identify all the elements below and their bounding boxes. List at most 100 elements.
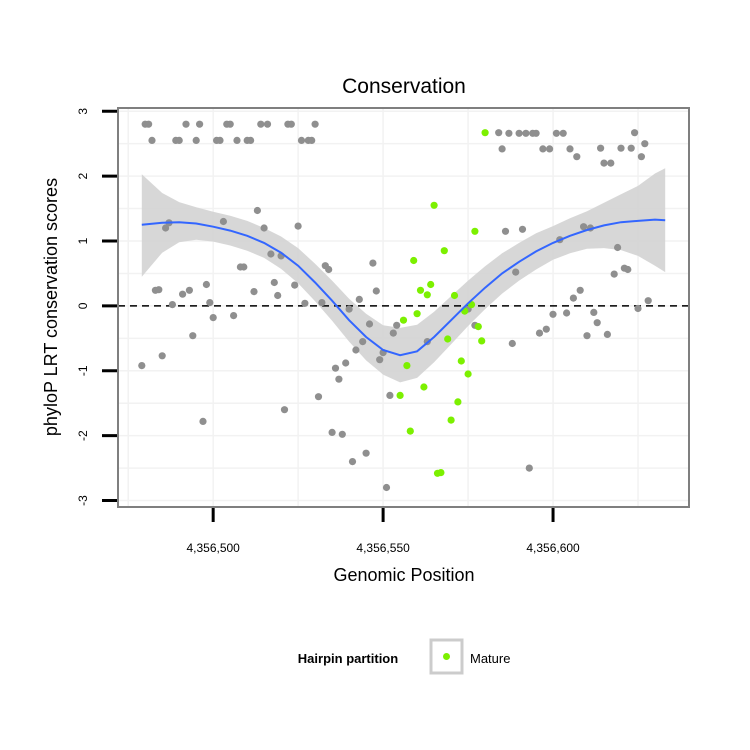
hairpin-point <box>179 290 187 298</box>
hairpin-point <box>573 153 581 161</box>
hairpin-point <box>267 250 275 258</box>
mature-point <box>440 247 448 255</box>
hairpin-point <box>219 217 227 226</box>
y-axis-title: phyloP LRT conservation scores <box>41 178 61 436</box>
hairpin-point <box>393 321 401 329</box>
mature-point <box>403 362 411 370</box>
hairpin-point <box>508 339 516 348</box>
hairpin-point <box>627 144 635 152</box>
hairpin-point <box>376 356 384 364</box>
hairpin-point <box>287 120 295 128</box>
hairpin-point <box>348 458 357 466</box>
hairpin-point <box>512 268 520 276</box>
hairpin-point <box>260 224 268 232</box>
hairpin-point <box>365 320 374 328</box>
hairpin-point <box>362 449 370 457</box>
hairpin-point <box>546 145 554 153</box>
hairpin-point <box>590 308 598 316</box>
mature-point <box>464 370 472 378</box>
hairpin-point <box>247 136 255 144</box>
mature-point <box>396 391 404 399</box>
x-tick-label: 4,356,600 <box>526 541 580 555</box>
panel-border <box>117 107 690 508</box>
y-tick-label: -3 <box>76 495 90 506</box>
y-tick-label: 2 <box>76 172 90 179</box>
hairpin-point <box>257 120 265 128</box>
data-points <box>138 120 652 492</box>
hairpin-point <box>185 286 193 294</box>
chart-title: Conservation <box>342 75 466 98</box>
legend-label-mature: Mature <box>470 651 510 666</box>
x-tick-label: 4,356,500 <box>186 541 240 555</box>
mature-point <box>416 286 425 294</box>
hairpin-point <box>600 159 608 167</box>
hairpin-point <box>637 153 646 161</box>
hairpin-point <box>372 287 380 295</box>
hairpin-point <box>314 393 323 401</box>
mature-point <box>481 129 489 137</box>
hairpin-point <box>382 483 391 492</box>
hairpin-point <box>270 278 278 287</box>
hairpin-point <box>226 120 234 128</box>
hairpin-point <box>230 312 238 320</box>
legend-title: Hairpin partition <box>298 651 398 666</box>
hairpin-point <box>253 206 261 215</box>
hairpin-point <box>216 136 224 144</box>
hairpin-point <box>563 309 571 317</box>
hairpin-point <box>355 295 363 303</box>
y-tick-label: 3 <box>76 108 90 115</box>
mature-point <box>471 227 479 235</box>
hairpin-point <box>199 417 207 425</box>
hairpin-point <box>634 304 642 313</box>
hairpin-point <box>359 338 367 346</box>
hairpin-point <box>233 136 241 144</box>
plot-panel <box>117 107 690 508</box>
hairpin-point <box>386 391 394 399</box>
hairpin-point <box>192 136 200 144</box>
hairpin-point <box>614 243 622 252</box>
hairpin-point <box>155 286 163 294</box>
hairpin-point <box>280 406 289 414</box>
hairpin-point <box>576 286 584 294</box>
confidence-ribbon-layer <box>141 168 666 383</box>
hairpin-point <box>352 346 360 354</box>
x-axis-title: Genomic Position <box>333 565 474 585</box>
hairpin-point <box>641 140 649 148</box>
mature-point <box>430 201 438 209</box>
hairpin-point <box>495 129 503 137</box>
hairpin-point <box>522 129 530 137</box>
hairpin-point <box>345 305 353 313</box>
y-tick-label: -1 <box>76 365 90 376</box>
hairpin-point <box>542 325 550 333</box>
mature-point <box>423 291 431 299</box>
hairpin-point <box>297 136 306 144</box>
hairpin-point <box>566 145 574 153</box>
hairpin-point <box>175 136 183 144</box>
hairpin-point <box>274 291 282 300</box>
mature-point <box>478 337 486 345</box>
hairpin-point <box>389 329 397 337</box>
hairpin-point <box>311 120 319 128</box>
legend-key-mature-point <box>443 653 450 660</box>
hairpin-point <box>607 159 615 167</box>
hairpin-point <box>294 222 302 230</box>
hairpin-point <box>369 259 377 267</box>
hairpin-point <box>338 430 346 438</box>
mature-point <box>413 310 421 318</box>
hairpin-point <box>580 223 588 231</box>
hairpin-point <box>145 120 153 128</box>
hairpin-point <box>189 332 197 340</box>
hairpin-point <box>291 281 299 289</box>
hairpin-point <box>202 280 210 289</box>
hairpin-point <box>549 310 557 318</box>
hairpin-point <box>631 129 639 137</box>
mature-point <box>474 323 482 331</box>
hairpin-point <box>148 136 156 144</box>
hairpin-point <box>196 120 204 128</box>
hairpin-point <box>182 120 190 128</box>
mature-point <box>420 383 428 391</box>
y-axis: -3 -2 -1 0 1 2 3 <box>76 108 117 506</box>
hairpin-point <box>617 144 625 152</box>
y-tick-label: -2 <box>76 430 90 441</box>
